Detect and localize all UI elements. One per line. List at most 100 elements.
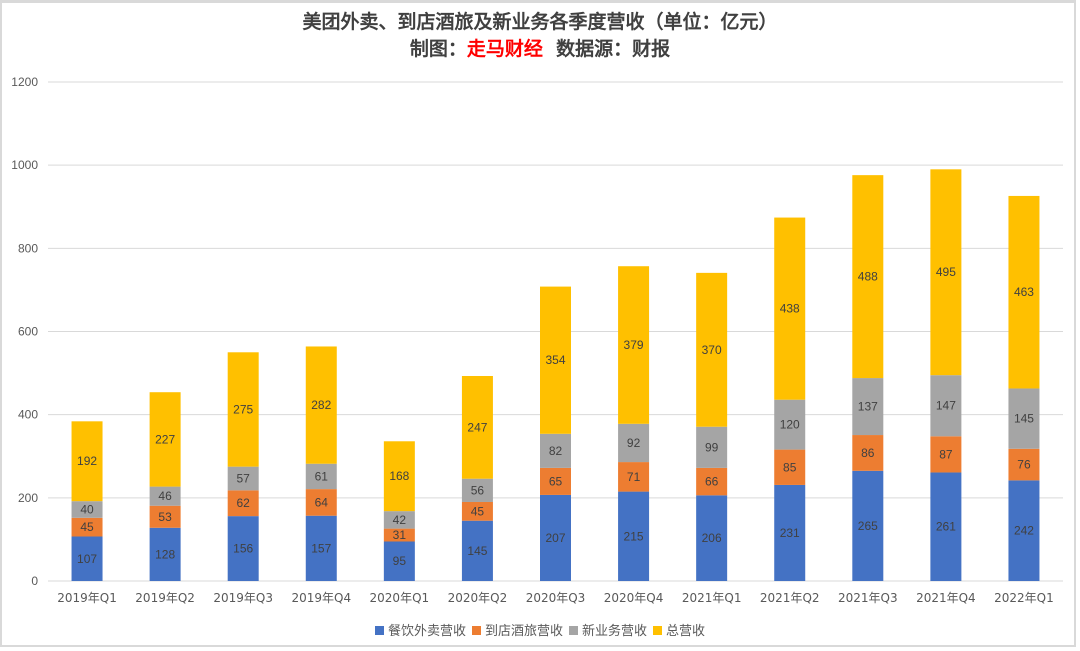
bar-segment — [852, 435, 884, 471]
y-tick-label: 400 — [18, 408, 38, 422]
data-label: 157 — [311, 541, 331, 555]
data-label: 145 — [467, 544, 487, 558]
bar-segment — [774, 484, 806, 581]
data-label: 99 — [705, 440, 719, 454]
data-label: 438 — [780, 302, 800, 316]
bar-segment — [227, 466, 259, 491]
data-label: 463 — [1014, 285, 1034, 299]
bar-segment — [305, 463, 337, 490]
y-axis-ticks: 0 200 400 600 800 1000 1200 — [11, 75, 38, 588]
data-label: 66 — [705, 475, 719, 489]
y-tick-label: 1000 — [11, 158, 38, 172]
data-label: 107 — [77, 552, 97, 566]
bar-segment — [71, 501, 103, 518]
bar-segment — [618, 462, 650, 492]
legend-label: 餐饮外卖营收 — [387, 624, 466, 639]
bar-segment — [71, 421, 103, 502]
bar-segment — [149, 527, 181, 581]
bar-segment — [852, 470, 884, 581]
bar-segment — [774, 449, 806, 485]
bar-segment — [1008, 448, 1040, 481]
bar-segment — [930, 375, 962, 437]
x-tick-label: 2019年Q3 — [213, 591, 273, 605]
bar-segment — [227, 352, 259, 467]
data-label: 71 — [627, 470, 641, 484]
bar-segment — [696, 495, 728, 581]
data-label: 147 — [936, 399, 956, 413]
x-tick-label: 2019年Q1 — [57, 591, 117, 605]
bar-segment — [774, 399, 806, 450]
legend-swatch-icon — [374, 626, 384, 635]
x-tick-label: 2019年Q4 — [291, 591, 351, 605]
x-tick-label: 2021年Q1 — [682, 591, 742, 605]
bar-segment — [696, 426, 728, 468]
subtitle-source: 数据源：财报 — [542, 38, 671, 60]
data-label: 45 — [80, 520, 94, 534]
legend-item: 总营收 — [653, 620, 705, 639]
data-label: 92 — [627, 436, 641, 450]
bar-segment — [540, 286, 571, 434]
bar-segment — [305, 346, 337, 464]
data-label: 62 — [237, 496, 251, 510]
bar-segment — [1008, 195, 1040, 389]
data-label: 495 — [936, 265, 956, 279]
bar-segment — [1008, 388, 1040, 449]
data-label: 128 — [155, 547, 175, 561]
data-label: 45 — [471, 504, 485, 518]
data-label: 265 — [858, 519, 878, 533]
bar-segment — [383, 541, 415, 581]
y-tick-label: 600 — [18, 325, 38, 339]
data-label: 227 — [155, 432, 175, 446]
bar-segment — [71, 536, 103, 581]
y-tick-label: 800 — [18, 241, 38, 255]
data-label: 56 — [471, 483, 485, 497]
y-tick-label: 1200 — [11, 75, 38, 89]
subtitle-brand: 走马财经 — [466, 38, 543, 60]
bar-segment — [461, 520, 493, 581]
bar-segment — [71, 517, 103, 537]
bar-segment — [852, 378, 884, 436]
x-tick-label: 2021年Q2 — [760, 591, 820, 605]
data-label: 61 — [315, 469, 329, 483]
data-label: 95 — [393, 554, 407, 568]
data-label: 85 — [783, 460, 797, 474]
bar-segment — [305, 489, 337, 516]
data-label: 242 — [1014, 524, 1034, 538]
bar-segment — [852, 175, 884, 379]
x-tick-label: 2020年Q2 — [448, 591, 508, 605]
data-label: 46 — [158, 489, 172, 503]
bar-segment — [461, 478, 493, 502]
data-label: 82 — [549, 444, 563, 458]
bar-segment — [930, 472, 962, 581]
subtitle-prefix: 制图： — [409, 38, 467, 60]
data-label: 207 — [545, 531, 565, 545]
data-label: 282 — [311, 398, 331, 412]
bar-segment — [149, 392, 181, 487]
legend-swatch-icon — [653, 626, 663, 635]
legend-swatch-icon — [471, 626, 481, 635]
chart-subtitle: 制图：走马财经 数据源：财报 — [0, 37, 1080, 61]
legend-swatch-icon — [569, 626, 578, 635]
data-label: 156 — [233, 542, 253, 556]
bar-segment — [149, 505, 181, 528]
legend-item: 到店酒旅营收 — [471, 620, 563, 639]
bar-segment — [774, 217, 806, 400]
bar-segment — [618, 491, 650, 581]
legend-label: 新业务营收 — [582, 624, 648, 639]
data-label: 275 — [233, 402, 253, 416]
x-tick-label: 2021年Q3 — [838, 591, 898, 605]
data-label: 137 — [858, 400, 878, 414]
bar-segment — [618, 423, 650, 463]
bar-segment — [383, 511, 415, 529]
bar-segment — [227, 516, 259, 581]
data-label: 64 — [315, 495, 329, 509]
data-label: 168 — [389, 469, 409, 483]
bar-segment — [461, 375, 493, 479]
data-label: 65 — [549, 474, 563, 488]
data-label: 145 — [1014, 412, 1034, 426]
bar-segment — [383, 441, 415, 512]
data-label: 354 — [545, 353, 565, 367]
data-label: 42 — [393, 513, 407, 527]
x-tick-label: 2021年Q4 — [916, 591, 976, 605]
